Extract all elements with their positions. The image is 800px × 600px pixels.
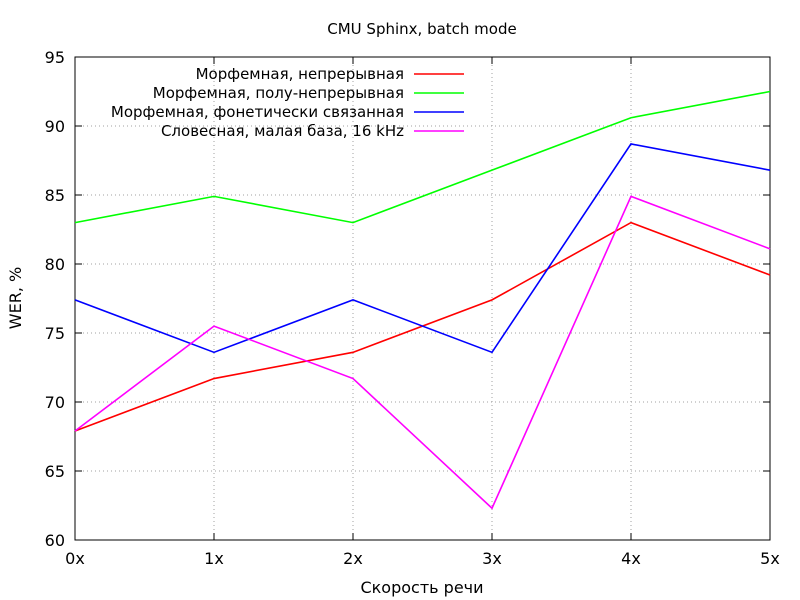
series-lines (74, 90, 771, 510)
legend-label-4: Словесная, малая база, 16 kHz (161, 122, 404, 140)
y-tick-label: 85 (45, 186, 65, 205)
y-axis-ticks: 60 65 70 75 80 85 90 95 (45, 48, 770, 550)
series-line-4 (74, 195, 771, 510)
x-tick-label: 3x (482, 549, 502, 568)
x-tick-label: 4x (621, 549, 641, 568)
series-line-3 (74, 143, 771, 354)
y-tick-label: 70 (45, 393, 65, 412)
x-tick-label: 5x (760, 549, 780, 568)
grid-lines (75, 57, 770, 540)
y-tick-label: 75 (45, 324, 65, 343)
x-tick-label: 0x (65, 549, 85, 568)
x-axis-ticks: 0x 1x 2x 3x 4x 5x (65, 57, 780, 568)
y-tick-label: 80 (45, 255, 65, 274)
y-tick-label: 60 (45, 531, 65, 550)
y-tick-label: 95 (45, 48, 65, 67)
chart-title: CMU Sphinx, batch mode (327, 20, 516, 38)
y-tick-label: 65 (45, 462, 65, 481)
x-axis-title: Скорость речи (360, 578, 483, 597)
legend-label-1: Морфемная, непрерывная (196, 65, 404, 83)
x-tick-label: 2x (343, 549, 363, 568)
plot-frame (74, 56, 771, 541)
legend-label-3: Морфемная, фонетически связанная (111, 103, 404, 121)
y-axis-title: WER, % (6, 267, 25, 329)
y-tick-label: 90 (45, 117, 65, 136)
legend-label-2: Морфемная, полу-непрерывная (153, 84, 404, 102)
series-line-2 (74, 90, 771, 224)
x-tick-label: 1x (204, 549, 224, 568)
